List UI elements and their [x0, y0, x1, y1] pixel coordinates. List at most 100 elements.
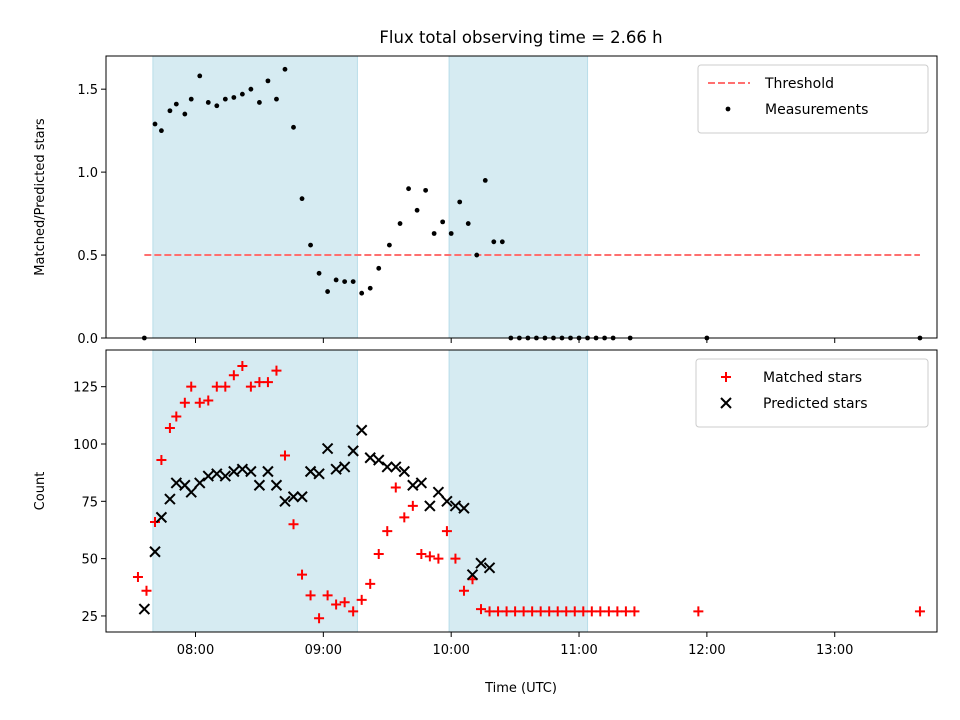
axes-frame — [105, 349, 938, 633]
predicted-x-point-17 — [270, 479, 283, 491]
measurement-dot-point-28 — [367, 285, 373, 291]
y-axis-label: Count — [33, 472, 48, 511]
measurement-dot-point-40 — [474, 252, 480, 258]
predicted-x-point-18 — [279, 495, 291, 508]
matched-plus-point-8 — [186, 381, 197, 392]
x-tick-label: 11:00 — [560, 643, 597, 658]
matched-plus-point-1 — [132, 571, 143, 582]
predicted-x-point-33 — [407, 479, 419, 491]
matched-plus-point-30 — [373, 549, 384, 560]
predicted-x-point-24 — [330, 463, 342, 475]
y-tick-label: 125 — [73, 381, 98, 396]
predicted-x-point-30 — [381, 461, 393, 473]
matched-plus-point-31 — [382, 526, 393, 537]
matched-plus-point-45 — [501, 606, 512, 617]
y-tick-label: 50 — [81, 553, 98, 568]
predicted-x-point-2 — [149, 546, 161, 558]
legend: Matched stars Predicted stars — [695, 358, 929, 428]
matched-plus-point-60 — [629, 606, 640, 617]
predicted-x-point-20 — [296, 491, 308, 503]
count-panel: 25 50 75 100 125 08:00 09:00 10:00 11:00 12:00 13:… — [33, 349, 938, 658]
predicted-x-point-12 — [228, 465, 240, 478]
ratio-panel: 0.0 0.5 1.0 1.5 Matched/Predicted stars Thres… — [33, 55, 938, 347]
measurement-dot-point-24 — [333, 277, 339, 283]
measurement-dot-point-25 — [342, 279, 348, 284]
matched-plus-point-43 — [484, 606, 495, 617]
matched-plus-point-27 — [348, 606, 359, 617]
shaded-interval-2 — [448, 55, 589, 339]
matched-plus-point-40 — [458, 585, 469, 596]
measurement-dot-point-41 — [482, 178, 488, 183]
measurement-dot-point-5 — [173, 101, 179, 107]
matched-plus-point-2 — [141, 585, 152, 596]
measurement-dot-point-21 — [308, 242, 313, 248]
y-axis-label: Matched/Predicted stars — [33, 118, 48, 276]
predicted-x-point-39 — [458, 502, 470, 514]
measurement-dot-point-14 — [248, 86, 254, 92]
legend-box — [697, 64, 929, 134]
matched-plus-point-38 — [441, 526, 452, 537]
predicted-x-point-9 — [202, 470, 214, 482]
legend-matched-swatch — [721, 372, 731, 382]
matched-plus-point-14 — [237, 361, 248, 372]
predicted-x-point-10 — [211, 468, 223, 480]
matched-plus-point-7 — [179, 397, 190, 408]
matched-plus-point-11 — [211, 381, 222, 392]
matched-plus-point-62 — [914, 606, 925, 617]
matched-plus-point-10 — [203, 395, 214, 406]
predicted-x-point-40 — [466, 568, 479, 581]
predicted-x-point-41 — [475, 557, 487, 569]
matched-plus-point-54 — [578, 606, 589, 617]
y-tick-label: 25 — [81, 610, 98, 625]
predicted-x-point-25 — [338, 461, 351, 473]
y-tick-label: 0.5 — [77, 249, 98, 264]
measurement-dot-point-13 — [239, 91, 245, 97]
measurement-dot-point-8 — [197, 73, 203, 79]
measurement-dot-point-30 — [386, 242, 392, 248]
legend-label: Threshold — [764, 76, 834, 92]
predicted-x-point-36 — [432, 486, 445, 498]
matched-plus-point-36 — [424, 551, 435, 562]
measurement-dot-point-18 — [282, 66, 288, 72]
shaded-interval-1 — [152, 349, 358, 633]
matched-plus-point-55 — [586, 606, 597, 617]
axes-frame — [105, 55, 938, 339]
matched-plus-point-33 — [399, 512, 410, 523]
matched-plus-point-26 — [339, 597, 350, 608]
legend-box — [695, 358, 929, 428]
measurement-dot-point-20 — [299, 196, 305, 202]
matched-plus-point-16 — [254, 377, 265, 388]
measurement-dot-point-42 — [491, 239, 497, 245]
legend-predicted-swatch — [720, 397, 732, 409]
predicted-x-point-14 — [245, 465, 257, 478]
matched-plus-point-13 — [228, 370, 239, 381]
measurement-dot-point-36 — [440, 219, 446, 225]
matched-plus-point-49 — [535, 606, 546, 617]
measurement-dot-point-15 — [257, 100, 262, 105]
matched-plus-point-42 — [476, 604, 487, 615]
legend-measurement-swatch — [725, 106, 731, 112]
predicted-x-point-11 — [219, 470, 232, 482]
measurement-dot-point-3 — [159, 128, 164, 134]
predicted-x-point-15 — [253, 479, 266, 491]
predicted-x-point-23 — [321, 442, 334, 455]
x-axis-label: Time (UTC) — [484, 681, 557, 696]
measurement-dot-point-34 — [423, 187, 429, 193]
shaded-interval-1 — [152, 55, 358, 339]
matched-plus-point-20 — [288, 519, 299, 530]
measurement-dot-point-12 — [231, 95, 237, 100]
predicted-x-point-19 — [287, 491, 300, 503]
predicted-x-point-16 — [262, 465, 274, 478]
predicted-x-point-1 — [138, 603, 151, 615]
predicted-x-point-31 — [390, 461, 402, 473]
predicted-x-point-5 — [170, 477, 183, 489]
predicted-x-point-28 — [364, 452, 376, 464]
predicted-x-point-13 — [236, 463, 249, 475]
y-tick-label: 0.0 — [77, 332, 98, 347]
predicted-x-point-35 — [424, 500, 436, 512]
x-tick-label: 10:00 — [432, 643, 469, 658]
chart-title: Flux total observing time = 2.66 h — [379, 28, 662, 47]
predicted-x-point-4 — [164, 493, 176, 505]
matched-plus-point-57 — [603, 606, 614, 617]
matched-plus-point-6 — [171, 411, 182, 422]
